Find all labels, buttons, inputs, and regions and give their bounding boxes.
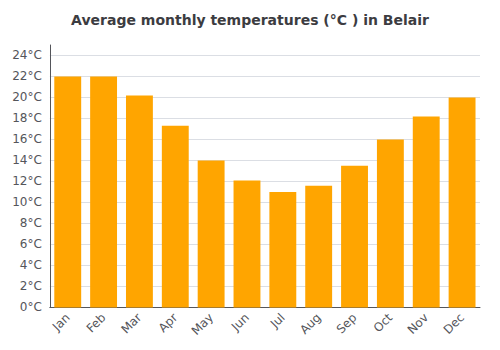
svg-text:Aug: Aug: [297, 311, 323, 337]
svg-text:4°C: 4°C: [20, 258, 42, 272]
svg-text:8°C: 8°C: [20, 216, 42, 230]
svg-text:Oct: Oct: [371, 310, 396, 335]
svg-text:Sep: Sep: [334, 311, 360, 337]
svg-text:14°C: 14°C: [12, 153, 42, 167]
svg-text:2°C: 2°C: [20, 279, 42, 293]
svg-text:Dec: Dec: [441, 311, 467, 337]
svg-text:10°C: 10°C: [12, 195, 42, 209]
svg-text:22°C: 22°C: [12, 69, 42, 83]
svg-text:20°C: 20°C: [12, 90, 42, 104]
svg-text:12°C: 12°C: [12, 174, 42, 188]
svg-text:Apr: Apr: [156, 310, 181, 335]
svg-text:Jun: Jun: [228, 311, 252, 335]
svg-text:Jan: Jan: [49, 311, 73, 335]
svg-text:Average monthly temperatures (: Average monthly temperatures (°C ) in Be…: [71, 12, 429, 28]
svg-text:Jul: Jul: [267, 311, 288, 332]
svg-text:6°C: 6°C: [20, 237, 42, 251]
svg-text:18°C: 18°C: [12, 111, 42, 125]
svg-text:May: May: [189, 311, 216, 338]
svg-text:16°C: 16°C: [12, 132, 42, 146]
svg-text:Nov: Nov: [405, 311, 431, 337]
svg-text:Feb: Feb: [84, 311, 109, 336]
svg-text:24°C: 24°C: [12, 48, 42, 62]
svg-text:0°C: 0°C: [20, 300, 42, 314]
svg-text:Mar: Mar: [118, 310, 144, 336]
